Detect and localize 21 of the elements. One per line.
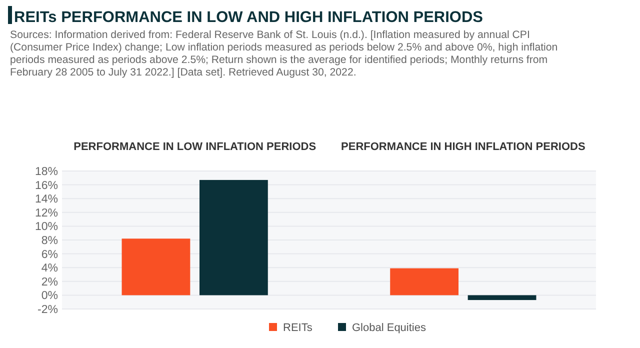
y-tick-label: 0% [41,290,58,302]
bar [390,268,459,296]
y-tick-label: 14% [34,194,58,206]
source-note: Sources: Information derived from: Federal Reserve Bank of St. Louis (n.d.). [Inflation measured by annual CPI (Consumer Price Index) change; Low inflation periods measured as periods below 2.5% and above 0%, high inflation periods measured as periods above 2.5%; Return shown is the average for identified periods; Monthly returns from February 28 2005 to July 31 2022.] [Data set]. Retrieved August 30, 2022. [10,29,558,78]
chart-title: REITs PERFORMANCE IN LOW AND HIGH INFLATION PERIODS [14,9,484,26]
y-tick-label: 4% [41,262,58,275]
y-tick-label: -2% [38,304,58,316]
bar [468,295,536,300]
y-tick-label: 18% [34,166,58,178]
x-tick-label: PERFORMANCE IN LOW INFLATION PERIODS [74,141,316,153]
x-tick-label: PERFORMANCE IN HIGH INFLATION PERIODS [341,141,586,153]
bar [199,180,268,296]
y-tick-label: 6% [41,248,58,261]
y-tick-label: 12% [34,207,58,220]
legend-label: Global Equities [352,322,426,334]
bar [122,238,190,296]
y-tick-label: 2% [41,276,58,288]
legend-label: REITs [283,322,313,334]
y-tick-label: 8% [41,235,58,248]
y-tick-label: 10% [34,221,58,234]
y-tick-label: 16% [34,180,58,192]
